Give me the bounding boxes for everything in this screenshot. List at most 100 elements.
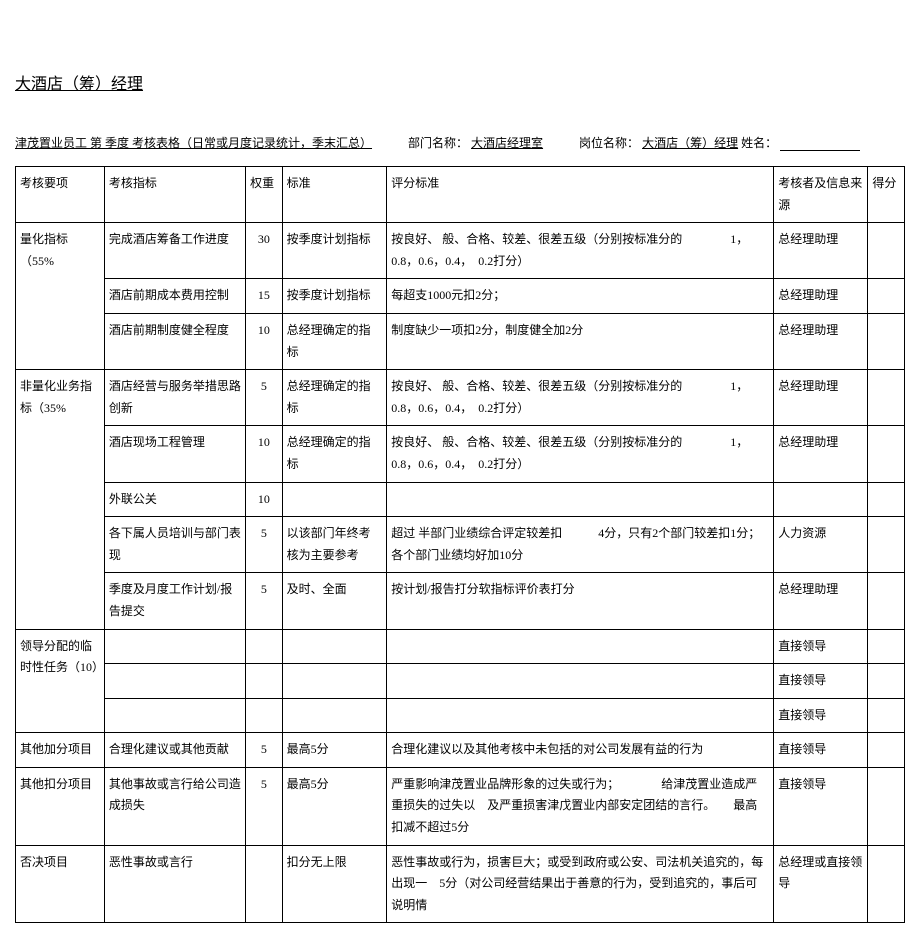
category-cell: 否决项目 xyxy=(16,845,105,923)
category-cell: 量化指标（55% xyxy=(16,223,105,370)
standard-cell: 最高5分 xyxy=(282,733,387,768)
criteria-cell: 按计划/报告打分软指标评价表打分 xyxy=(387,573,774,629)
score-cell xyxy=(868,733,905,768)
standard-cell: 最高5分 xyxy=(282,767,387,845)
evaluator-cell: 总经理助理 xyxy=(774,223,868,279)
score-cell xyxy=(868,517,905,573)
criteria-cell xyxy=(387,664,774,699)
table-row: 酒店现场工程管理 10 总经理确定的指标 按良好、 般、合格、较差、很差五级（分… xyxy=(16,426,905,482)
indicator-cell: 完成酒店筹备工作进度 xyxy=(104,223,245,279)
indicator-cell: 各下属人员培训与部门表现 xyxy=(104,517,245,573)
weight-cell: 10 xyxy=(246,482,283,517)
evaluator-cell xyxy=(774,482,868,517)
standard-cell: 以该部门年终考核为主要参考 xyxy=(282,517,387,573)
criteria-cell: 制度缺少一项扣2分，制度健全加2分 xyxy=(387,313,774,369)
position-label: 岗位名称： xyxy=(579,136,639,150)
standard-cell xyxy=(282,629,387,664)
standard-cell: 按季度计划指标 xyxy=(282,279,387,314)
weight-cell: 15 xyxy=(246,279,283,314)
score-cell xyxy=(868,698,905,733)
table-header-row: 考核要项 考核指标 权重 标准 评分标准 考核者及信息来源 得分 xyxy=(16,167,905,223)
dept-value: 大酒店经理室 xyxy=(471,136,543,150)
standard-cell: 及时、全面 xyxy=(282,573,387,629)
score-cell xyxy=(868,573,905,629)
weight-cell: 5 xyxy=(246,370,283,426)
th-weight: 权重 xyxy=(246,167,283,223)
name-blank xyxy=(780,150,860,151)
criteria-cell: 按良好、 般、合格、较差、很差五级（分别按标准分的 1，0.8，0.6，0.4，… xyxy=(387,223,774,279)
table-row: 领导分配的临时性任务（10） 直接领导 xyxy=(16,629,905,664)
evaluator-cell: 总经理或直接领导 xyxy=(774,845,868,923)
criteria-cell: 合理化建议以及其他考核中未包括的对公司发展有益的行为 xyxy=(387,733,774,768)
category-cell: 领导分配的临时性任务（10） xyxy=(16,629,105,733)
score-cell xyxy=(868,223,905,279)
evaluator-cell: 直接领导 xyxy=(774,629,868,664)
indicator-cell: 合理化建议或其他贡献 xyxy=(104,733,245,768)
indicator-cell: 酒店现场工程管理 xyxy=(104,426,245,482)
weight-cell: 10 xyxy=(246,313,283,369)
indicator-cell: 酒店前期成本费用控制 xyxy=(104,279,245,314)
form-prefix: 津茂置业员工 第 季度 考核表格（日常或月度记录统计，季末汇总） xyxy=(15,136,372,150)
score-cell xyxy=(868,279,905,314)
criteria-cell: 每超支1000元扣2分； xyxy=(387,279,774,314)
th-indicator: 考核指标 xyxy=(104,167,245,223)
weight-cell: 10 xyxy=(246,426,283,482)
category-cell: 非量化业务指标（35% xyxy=(16,370,105,629)
standard-cell: 总经理确定的指标 xyxy=(282,370,387,426)
criteria-cell: 按良好、 般、合格、较差、很差五级（分别按标准分的 1，0.8，0.6，0.4，… xyxy=(387,370,774,426)
standard-cell: 总经理确定的指标 xyxy=(282,426,387,482)
score-cell xyxy=(868,664,905,699)
criteria-cell xyxy=(387,482,774,517)
page-title: 大酒店（筹）经理 xyxy=(15,70,905,94)
table-row: 量化指标（55% 完成酒店筹备工作进度 30 按季度计划指标 按良好、 般、合格… xyxy=(16,223,905,279)
indicator-cell xyxy=(104,629,245,664)
table-row: 其他扣分项目 其他事故或言行给公司造成损失 5 最高5分 严重影响津茂置业品牌形… xyxy=(16,767,905,845)
weight-cell xyxy=(246,629,283,664)
indicator-cell: 恶性事故或言行 xyxy=(104,845,245,923)
evaluation-table: 考核要项 考核指标 权重 标准 评分标准 考核者及信息来源 得分 量化指标（55… xyxy=(15,166,905,923)
form-header: 津茂置业员工 第 季度 考核表格（日常或月度记录统计，季末汇总） 部门名称： 大… xyxy=(15,134,905,151)
evaluator-cell: 总经理助理 xyxy=(774,279,868,314)
category-cell: 其他扣分项目 xyxy=(16,767,105,845)
score-cell xyxy=(868,767,905,845)
table-row: 其他加分项目 合理化建议或其他贡献 5 最高5分 合理化建议以及其他考核中未包括… xyxy=(16,733,905,768)
criteria-cell: 恶性事故或行为，损害巨大；或受到政府或公安、司法机关追究的，每出现一 5分（对公… xyxy=(387,845,774,923)
th-standard: 标准 xyxy=(282,167,387,223)
criteria-cell xyxy=(387,698,774,733)
th-criteria: 评分标准 xyxy=(387,167,774,223)
evaluator-cell: 直接领导 xyxy=(774,767,868,845)
indicator-cell: 季度及月度工作计划/报告提交 xyxy=(104,573,245,629)
standard-cell xyxy=(282,482,387,517)
indicator-cell xyxy=(104,664,245,699)
standard-cell xyxy=(282,664,387,699)
table-row: 酒店前期成本费用控制 15 按季度计划指标 每超支1000元扣2分； 总经理助理 xyxy=(16,279,905,314)
table-row: 否决项目 恶性事故或言行 扣分无上限 恶性事故或行为，损害巨大；或受到政府或公安… xyxy=(16,845,905,923)
indicator-cell xyxy=(104,698,245,733)
name-label: 姓名： xyxy=(741,136,777,150)
weight-cell: 30 xyxy=(246,223,283,279)
criteria-cell: 严重影响津茂置业品牌形象的过失或行为； 给津茂置业造成严重损失的过失以 及严重损… xyxy=(387,767,774,845)
score-cell xyxy=(868,426,905,482)
evaluator-cell: 总经理助理 xyxy=(774,573,868,629)
standard-cell xyxy=(282,698,387,733)
th-category: 考核要项 xyxy=(16,167,105,223)
evaluator-cell: 总经理助理 xyxy=(774,370,868,426)
weight-cell: 5 xyxy=(246,517,283,573)
weight-cell xyxy=(246,664,283,699)
table-row: 季度及月度工作计划/报告提交 5 及时、全面 按计划/报告打分软指标评价表打分 … xyxy=(16,573,905,629)
criteria-cell: 超过 半部门业绩综合评定较差扣 4分，只有2个部门较差扣1分；各个部门业绩均好加… xyxy=(387,517,774,573)
weight-cell xyxy=(246,698,283,733)
table-row: 非量化业务指标（35% 酒店经营与服务举措思路创新 5 总经理确定的指标 按良好… xyxy=(16,370,905,426)
position-value: 大酒店（筹）经理 xyxy=(642,136,738,150)
indicator-cell: 其他事故或言行给公司造成损失 xyxy=(104,767,245,845)
standard-cell: 按季度计划指标 xyxy=(282,223,387,279)
criteria-cell xyxy=(387,629,774,664)
weight-cell: 5 xyxy=(246,767,283,845)
standard-cell: 扣分无上限 xyxy=(282,845,387,923)
evaluator-cell: 直接领导 xyxy=(774,698,868,733)
table-row: 直接领导 xyxy=(16,664,905,699)
standard-cell: 总经理确定的指标 xyxy=(282,313,387,369)
score-cell xyxy=(868,370,905,426)
evaluator-cell: 总经理助理 xyxy=(774,426,868,482)
score-cell xyxy=(868,313,905,369)
